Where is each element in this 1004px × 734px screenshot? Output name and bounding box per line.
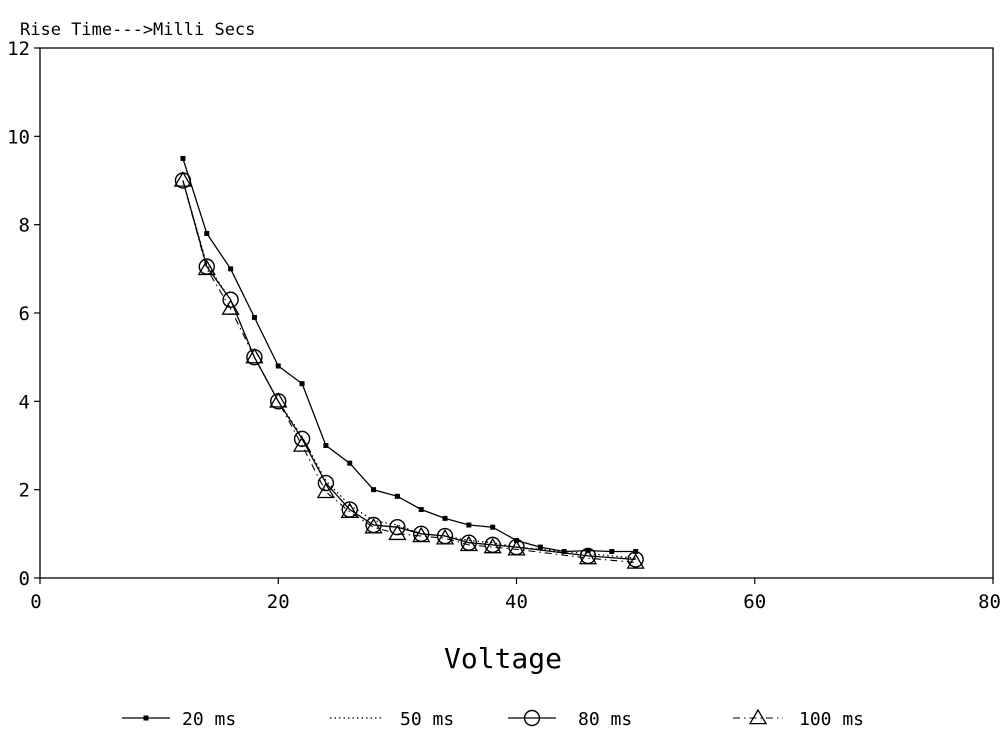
- data-point: [299, 381, 305, 387]
- y-tick-label: 12: [7, 38, 30, 60]
- legend-label: 50 ms: [400, 709, 454, 730]
- data-point: [251, 314, 257, 320]
- data-point: [389, 519, 406, 536]
- data-point: [173, 171, 193, 187]
- data-point: [228, 266, 234, 272]
- data-point: [292, 436, 312, 452]
- series-1: [182, 180, 636, 559]
- data-point: [418, 507, 424, 513]
- plot-area-frame: [39, 47, 994, 579]
- x-axis-label: Voltage: [444, 642, 562, 675]
- x-tick-label: 40: [505, 591, 528, 613]
- y-tick-label: 10: [7, 126, 30, 148]
- y-tick-label: 8: [19, 215, 30, 237]
- legend-item-0: 20 ms: [122, 709, 236, 730]
- data-point: [364, 517, 383, 534]
- data-point: [275, 363, 281, 369]
- series-2: [174, 172, 644, 568]
- y-tick-label: 6: [19, 303, 30, 325]
- series-0: [180, 155, 639, 554]
- data-point: [466, 522, 472, 528]
- data-point: [180, 155, 186, 161]
- legend-label: 100 ms: [799, 709, 864, 730]
- series-3: [173, 171, 645, 569]
- legend-marker: [748, 708, 768, 725]
- data-point: [323, 443, 329, 448]
- data-point: [459, 535, 478, 552]
- data-point: [435, 528, 455, 545]
- x-tick-label: 80: [978, 591, 1001, 613]
- data-point: [293, 430, 311, 448]
- x-tick-label: 0: [30, 591, 41, 613]
- data-point: [483, 537, 502, 554]
- data-point: [609, 549, 615, 554]
- data-point: [204, 231, 210, 236]
- legend-item-3: 100 ms: [733, 708, 864, 730]
- y-tick-label: 2: [19, 480, 30, 502]
- legend: 20 ms 50 ms 80 ms 100 ms: [122, 708, 864, 730]
- data-point: [578, 548, 598, 565]
- series-layer: [173, 155, 645, 569]
- x-axis-ticks: 0 20 40 60 80: [30, 578, 1001, 613]
- data-point: [316, 482, 336, 499]
- data-point: [490, 524, 496, 530]
- data-point: [347, 460, 353, 466]
- data-point: [507, 540, 526, 556]
- x-tick-label: 60: [743, 591, 766, 613]
- data-point: [221, 299, 240, 315]
- legend-label: 80 ms: [578, 709, 632, 730]
- data-point: [394, 493, 400, 499]
- chart-title: Rise Time--->Milli Secs: [20, 20, 255, 40]
- legend-marker: [143, 715, 149, 721]
- y-axis-ticks: 0 2 4 6 8 10 12: [7, 38, 40, 590]
- data-point: [371, 487, 377, 493]
- legend-item-1: 50 ms: [330, 709, 454, 730]
- data-point: [269, 392, 288, 408]
- y-tick-label: 0: [19, 568, 30, 590]
- x-tick-label: 20: [267, 591, 290, 613]
- data-point: [561, 549, 567, 554]
- legend-marker: [523, 709, 541, 727]
- data-point: [222, 291, 239, 308]
- data-point: [442, 515, 448, 521]
- series-line-1: [182, 180, 636, 559]
- y-tick-label: 4: [19, 391, 30, 413]
- data-point: [245, 347, 264, 364]
- data-point: [388, 524, 407, 541]
- legend-label: 20 ms: [182, 709, 236, 730]
- legend-item-2: 80 ms: [508, 709, 632, 730]
- data-point: [412, 526, 431, 543]
- data-point: [197, 259, 216, 276]
- data-point: [340, 502, 359, 518]
- series-line-0: [182, 158, 636, 553]
- data-point: [537, 544, 543, 550]
- data-point: [626, 553, 645, 569]
- data-point: [627, 551, 644, 568]
- series-line-3: [182, 180, 636, 564]
- data-point: [317, 474, 335, 492]
